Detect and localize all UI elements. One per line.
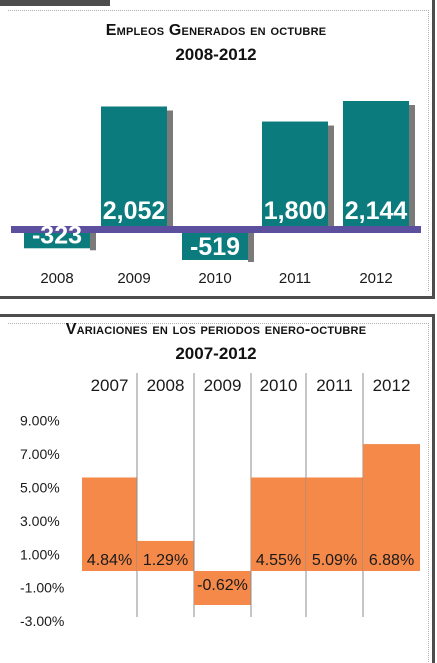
bar-2008: [137, 540, 194, 571]
x-tick-label: 2011: [279, 270, 311, 287]
variaciones-bar-chart: 9.00% 7.00% 5.00% 3.00% 1.00% -1.00% -3.00% 200…: [20, 373, 420, 629]
column-year-label: 2008: [147, 376, 185, 395]
column-year-label: 2010: [260, 376, 298, 395]
value-label: -323: [32, 221, 82, 249]
chart-panel-variaciones: Variaciones en los periodos enero-octubr…: [0, 314, 435, 663]
value-label: -519: [190, 233, 240, 261]
chart-title: Empleos Generados en octubre: [105, 22, 327, 39]
column-year-label: 2011: [316, 376, 353, 395]
bar-2010: [251, 477, 306, 571]
y-tick-label: -3.00%: [20, 613, 64, 629]
baseline-axis: [11, 226, 421, 233]
bar-shadow-2012: [409, 105, 415, 231]
chart-subtitle: 2008-2012: [175, 45, 257, 64]
bar-2012: [343, 101, 409, 229]
column-year-label: 2012: [373, 376, 411, 395]
value-label: 2,144: [345, 197, 408, 225]
x-tick-label: 2010: [198, 270, 231, 287]
chart-subtitle: 2007-2012: [175, 344, 257, 363]
bar-2009: [101, 106, 167, 229]
x-tick-label: 2008: [40, 270, 73, 287]
bar-2010: [182, 229, 248, 260]
y-tick-label: 1.00%: [20, 546, 60, 562]
value-label: 2,052: [103, 197, 166, 225]
bar-2012: [363, 444, 420, 571]
dotted-frame: [8, 323, 429, 662]
x-tick-label: 2012: [359, 270, 392, 287]
value-label: 1.29%: [143, 552, 188, 569]
bar-shadow-2009: [167, 110, 173, 231]
bar-2011: [306, 477, 363, 571]
value-label: 4.84%: [87, 552, 132, 569]
chart-panel-empleos: Empleos Generados en octubre 2008-2012 -…: [0, 0, 435, 299]
panel-header-band: [0, 0, 110, 6]
empleos-bar-chart: -323 2008 2,052 2009 -519 2010 1,800 2011 2,144 2…: [11, 101, 421, 287]
bar-2009: [194, 571, 251, 605]
y-tick-label: 5.00%: [20, 480, 60, 496]
value-label: 1,800: [264, 197, 327, 225]
bar-shadow-2011: [328, 125, 334, 231]
y-tick-label: 3.00%: [20, 513, 60, 529]
bar-2007: [82, 477, 137, 571]
y-tick-label: 7.00%: [20, 446, 60, 462]
value-label: -0.62%: [197, 577, 248, 594]
y-tick-label: -1.00%: [20, 580, 64, 596]
bar-shadow-2010: [248, 233, 254, 262]
bar-2008: [24, 229, 90, 249]
x-tick-label: 2009: [117, 270, 150, 287]
chart-title: Variaciones en los periodos enero-octubr…: [65, 321, 367, 338]
value-label: 5.09%: [312, 552, 357, 569]
value-label: 4.55%: [256, 552, 301, 569]
bar-2011: [262, 121, 328, 229]
column-year-label: 2009: [204, 376, 242, 395]
dotted-frame: [8, 10, 429, 291]
bar-shadow-2008: [90, 233, 96, 251]
y-tick-label: 9.00%: [20, 413, 60, 429]
value-label: 6.88%: [369, 552, 414, 569]
column-year-label: 2007: [91, 376, 129, 395]
